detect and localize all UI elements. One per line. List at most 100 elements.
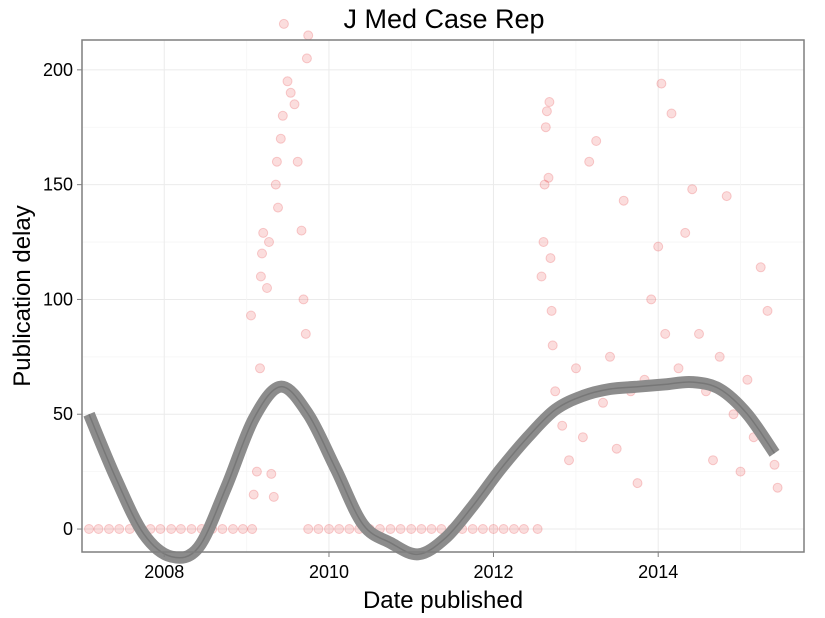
data-point (258, 227, 269, 238)
data-point (721, 191, 732, 202)
data-point (426, 524, 437, 534)
data-point (266, 468, 277, 479)
data-point (277, 110, 288, 121)
data-point (301, 53, 312, 64)
data-point (175, 524, 186, 534)
data-point (303, 524, 314, 534)
data-point (498, 524, 509, 534)
data-point (273, 202, 283, 213)
data-point (303, 30, 314, 41)
x-tick-label: 2014 (638, 562, 678, 582)
data-point (557, 420, 568, 431)
x-tick-label: 2012 (473, 562, 513, 582)
data-point (270, 179, 281, 190)
y-tick-label: 50 (53, 404, 73, 424)
data-point (246, 310, 256, 321)
data-point (324, 524, 334, 534)
data-point (344, 524, 355, 534)
data-point (591, 136, 602, 146)
data-point (114, 524, 125, 534)
data-point (539, 179, 550, 190)
plot-border (81, 39, 805, 553)
data-point (646, 294, 657, 305)
data-point (543, 172, 554, 183)
data-point (687, 184, 698, 195)
data-point (772, 482, 783, 493)
data-point (547, 340, 558, 351)
data-point (255, 363, 265, 374)
data-point (769, 459, 780, 470)
data-point (298, 294, 309, 305)
data-point (275, 133, 286, 144)
data-point (735, 466, 746, 477)
data-point (488, 524, 499, 534)
data-point (564, 455, 574, 466)
y-tick-label: 100 (43, 289, 73, 309)
x-tick-label: 2010 (309, 562, 349, 582)
data-point (571, 363, 581, 374)
data-point (477, 524, 488, 534)
y-tick-label: 0 (63, 519, 73, 539)
data-point (762, 305, 773, 316)
y-tick-label: 200 (43, 60, 73, 80)
x-axis-label: Date published (363, 587, 523, 614)
y-axis-ticks: 0 50 100 150 200 (43, 60, 82, 539)
data-point (334, 524, 345, 534)
data-point (714, 351, 725, 362)
data-point (247, 524, 258, 534)
data-point (278, 18, 289, 29)
data-point (255, 271, 266, 282)
data-point (251, 466, 262, 477)
data-point (257, 248, 267, 259)
data-point (155, 524, 166, 534)
data-point (728, 409, 739, 420)
data-point (755, 262, 766, 273)
data-point (532, 524, 543, 534)
data-point (186, 524, 197, 534)
data-point (467, 524, 478, 534)
y-tick-label: 150 (43, 175, 73, 195)
data-point (618, 195, 629, 206)
data-point (84, 524, 94, 534)
data-point (544, 97, 555, 107)
plot-panel (82, 40, 804, 552)
data-point (577, 432, 588, 443)
data-point (742, 374, 753, 385)
data-point (509, 524, 519, 534)
data-point (540, 122, 551, 133)
data-point (285, 87, 296, 98)
y-axis-label: Publication delay (9, 205, 36, 386)
data-point (518, 524, 529, 534)
data-point (385, 524, 396, 534)
data-point (546, 305, 557, 316)
data-point (660, 328, 671, 339)
data-point (313, 524, 324, 534)
data-point (545, 253, 556, 264)
data-point (271, 156, 282, 167)
data-point (237, 524, 248, 534)
data-point (666, 108, 677, 119)
data-point (93, 524, 104, 534)
data-point (550, 386, 561, 397)
data-point (708, 455, 718, 466)
data-point (282, 76, 293, 87)
data-point (268, 491, 279, 502)
data-point (289, 99, 300, 110)
data-point (104, 524, 114, 534)
data-point (264, 237, 274, 247)
data-point (406, 524, 417, 534)
data-point (228, 524, 238, 534)
data-point (300, 328, 311, 339)
data-point (680, 227, 691, 238)
data-point (694, 328, 704, 339)
x-axis-ticks: 2008 2010 2012 2014 (144, 552, 678, 582)
data-point (296, 225, 307, 236)
data-point (536, 271, 547, 282)
data-point (673, 363, 684, 374)
data-point (605, 351, 615, 362)
data-point (217, 524, 228, 534)
data-point (541, 106, 552, 117)
data-point (598, 397, 608, 408)
data-point (584, 156, 595, 167)
